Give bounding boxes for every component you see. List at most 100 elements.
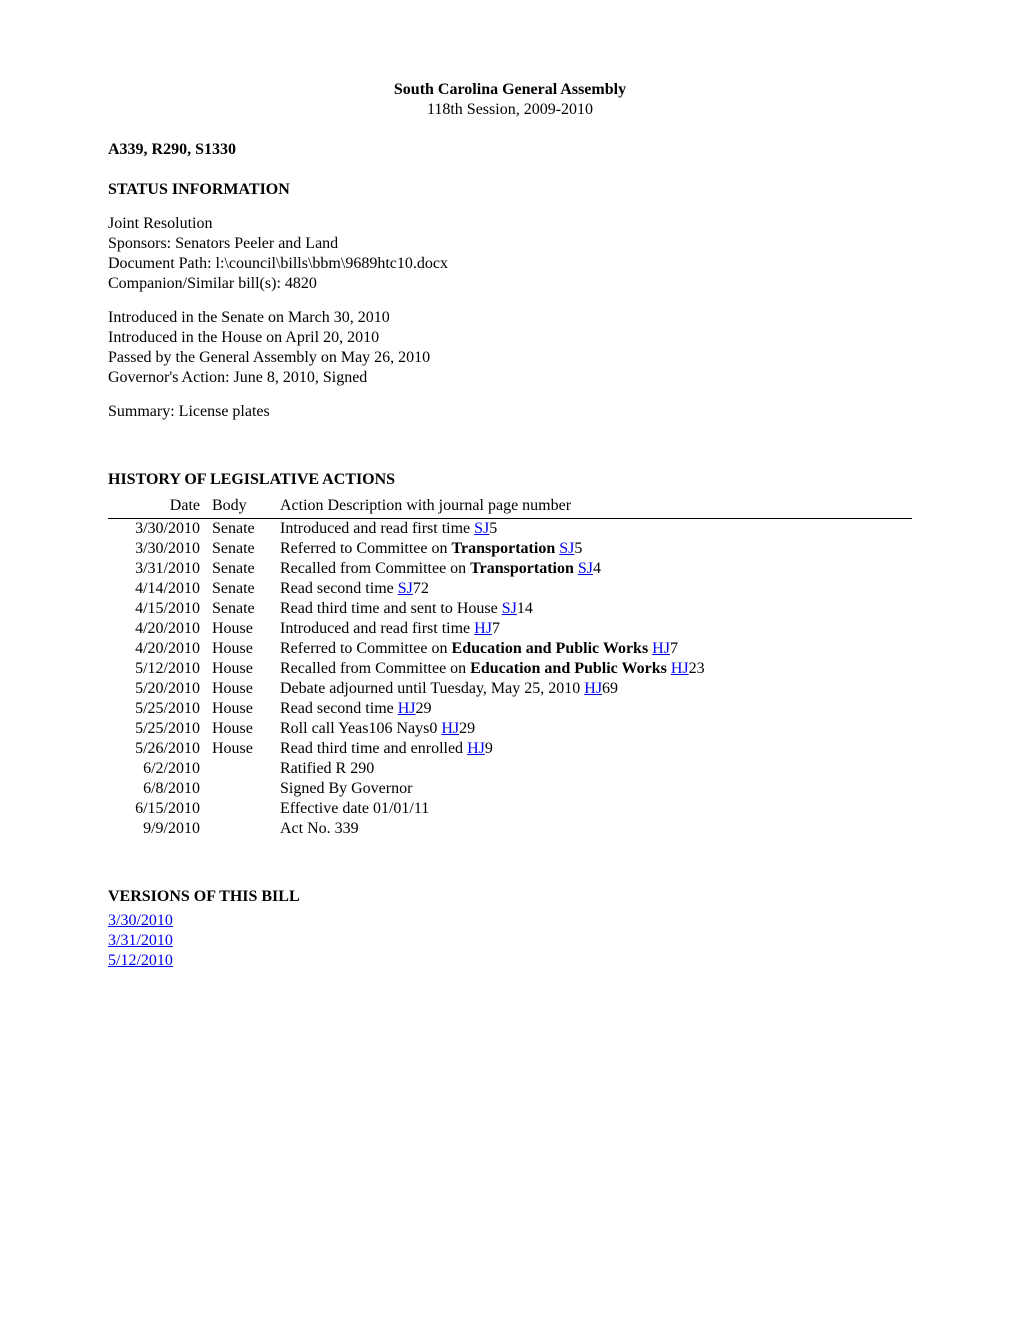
- journal-link[interactable]: SJ: [559, 540, 574, 557]
- row-body: House: [206, 679, 274, 699]
- row-body: [206, 759, 274, 779]
- row-action: Introduced and read first time SJ5: [274, 519, 912, 540]
- status-summary: Summary: License plates: [108, 402, 912, 422]
- journal-link[interactable]: HJ: [652, 640, 670, 657]
- row-action: Introduced and read first time HJ7: [274, 619, 912, 639]
- row-body: Senate: [206, 539, 274, 559]
- row-date: 6/2/2010: [108, 759, 206, 779]
- row-action: Referred to Committee on Transportation …: [274, 539, 912, 559]
- row-action: Recalled from Committee on Education and…: [274, 659, 912, 679]
- row-action: Act No. 339: [274, 819, 912, 839]
- status-heading: STATUS INFORMATION: [108, 180, 912, 200]
- col-header-body: Body: [206, 496, 274, 519]
- journal-link[interactable]: HJ: [441, 720, 459, 737]
- row-date: 6/8/2010: [108, 779, 206, 799]
- versions-list: 3/30/2010 3/31/2010 5/12/2010: [108, 911, 912, 971]
- row-body: Senate: [206, 559, 274, 579]
- row-action: Referred to Committee on Education and P…: [274, 639, 912, 659]
- col-header-date: Date: [108, 496, 206, 519]
- status-type: Joint Resolution: [108, 214, 912, 234]
- row-action: Read second time HJ29: [274, 699, 912, 719]
- row-date: 5/26/2010: [108, 739, 206, 759]
- row-action: Read third time and sent to House SJ14: [274, 599, 912, 619]
- row-action: Read second time SJ72: [274, 579, 912, 599]
- journal-link[interactable]: SJ: [474, 520, 489, 537]
- actions-table: Date Body Action Description with journa…: [108, 496, 912, 839]
- row-date: 6/15/2010: [108, 799, 206, 819]
- row-body: Senate: [206, 519, 274, 540]
- journal-link[interactable]: HJ: [398, 700, 416, 717]
- row-body: [206, 799, 274, 819]
- table-header-row: Date Body Action Description with journa…: [108, 496, 912, 519]
- table-row: 9/9/2010 Act No. 339: [108, 819, 912, 839]
- row-action: Ratified R 290: [274, 759, 912, 779]
- assembly-title: South Carolina General Assembly: [108, 80, 912, 100]
- status-doc-path: Document Path: l:\council\bills\bbm\9689…: [108, 254, 912, 274]
- row-action: Debate adjourned until Tuesday, May 25, …: [274, 679, 912, 699]
- row-date: 4/15/2010: [108, 599, 206, 619]
- journal-link[interactable]: SJ: [398, 580, 413, 597]
- row-action: Read third time and enrolled HJ9: [274, 739, 912, 759]
- committee-name: Transportation: [470, 560, 574, 577]
- row-date: 3/31/2010: [108, 559, 206, 579]
- table-row: 5/25/2010HouseRoll call Yeas106 Nays0 HJ…: [108, 719, 912, 739]
- table-row: 5/12/2010HouseRecalled from Committee on…: [108, 659, 912, 679]
- committee-name: Education and Public Works: [470, 660, 667, 677]
- row-body: House: [206, 659, 274, 679]
- row-date: 5/12/2010: [108, 659, 206, 679]
- row-date: 5/20/2010: [108, 679, 206, 699]
- journal-link[interactable]: HJ: [474, 620, 492, 637]
- table-row: 4/14/2010SenateRead second time SJ72: [108, 579, 912, 599]
- version-link[interactable]: 5/12/2010: [108, 952, 173, 969]
- row-date: 9/9/2010: [108, 819, 206, 839]
- row-date: 3/30/2010: [108, 519, 206, 540]
- row-date: 3/30/2010: [108, 539, 206, 559]
- table-row: 4/15/2010SenateRead third time and sent …: [108, 599, 912, 619]
- table-row: 4/20/2010HouseReferred to Committee on E…: [108, 639, 912, 659]
- table-row: 3/31/2010SenateRecalled from Committee o…: [108, 559, 912, 579]
- committee-name: Transportation: [452, 540, 556, 557]
- status-sponsors: Sponsors: Senators Peeler and Land: [108, 234, 912, 254]
- col-header-action: Action Description with journal page num…: [274, 496, 912, 519]
- row-body: House: [206, 619, 274, 639]
- table-row: 3/30/2010SenateIntroduced and read first…: [108, 519, 912, 540]
- version-link[interactable]: 3/31/2010: [108, 932, 173, 949]
- history-heading: HISTORY OF LEGISLATIVE ACTIONS: [108, 470, 912, 490]
- status-passed: Passed by the General Assembly on May 26…: [108, 348, 912, 368]
- row-date: 5/25/2010: [108, 719, 206, 739]
- row-body: House: [206, 719, 274, 739]
- journal-link[interactable]: SJ: [578, 560, 593, 577]
- row-date: 4/20/2010: [108, 639, 206, 659]
- journal-link[interactable]: SJ: [502, 600, 517, 617]
- table-row: 6/2/2010 Ratified R 290: [108, 759, 912, 779]
- status-intro-senate: Introduced in the Senate on March 30, 20…: [108, 308, 912, 328]
- journal-link[interactable]: HJ: [671, 660, 689, 677]
- status-governor: Governor's Action: June 8, 2010, Signed: [108, 368, 912, 388]
- status-companion: Companion/Similar bill(s): 4820: [108, 274, 912, 294]
- row-body: House: [206, 639, 274, 659]
- table-row: 6/8/2010 Signed By Governor: [108, 779, 912, 799]
- session-line: 118th Session, 2009-2010: [108, 100, 912, 120]
- table-row: 3/30/2010SenateReferred to Committee on …: [108, 539, 912, 559]
- row-body: House: [206, 699, 274, 719]
- status-intro-house: Introduced in the House on April 20, 201…: [108, 328, 912, 348]
- bill-reference: A339, R290, S1330: [108, 140, 912, 160]
- row-action: Recalled from Committee on Transportatio…: [274, 559, 912, 579]
- row-date: 4/14/2010: [108, 579, 206, 599]
- table-row: 5/26/2010HouseRead third time and enroll…: [108, 739, 912, 759]
- row-action: Signed By Governor: [274, 779, 912, 799]
- journal-link[interactable]: HJ: [584, 680, 602, 697]
- table-row: 5/20/2010HouseDebate adjourned until Tue…: [108, 679, 912, 699]
- row-action: Roll call Yeas106 Nays0 HJ29: [274, 719, 912, 739]
- versions-heading: VERSIONS OF THIS BILL: [108, 887, 912, 907]
- table-row: 6/15/2010 Effective date 01/01/11: [108, 799, 912, 819]
- row-body: House: [206, 739, 274, 759]
- row-body: Senate: [206, 579, 274, 599]
- row-action: Effective date 01/01/11: [274, 799, 912, 819]
- row-body: [206, 779, 274, 799]
- row-date: 5/25/2010: [108, 699, 206, 719]
- table-row: 5/25/2010HouseRead second time HJ29: [108, 699, 912, 719]
- version-link[interactable]: 3/30/2010: [108, 912, 173, 929]
- journal-link[interactable]: HJ: [467, 740, 485, 757]
- row-body: Senate: [206, 599, 274, 619]
